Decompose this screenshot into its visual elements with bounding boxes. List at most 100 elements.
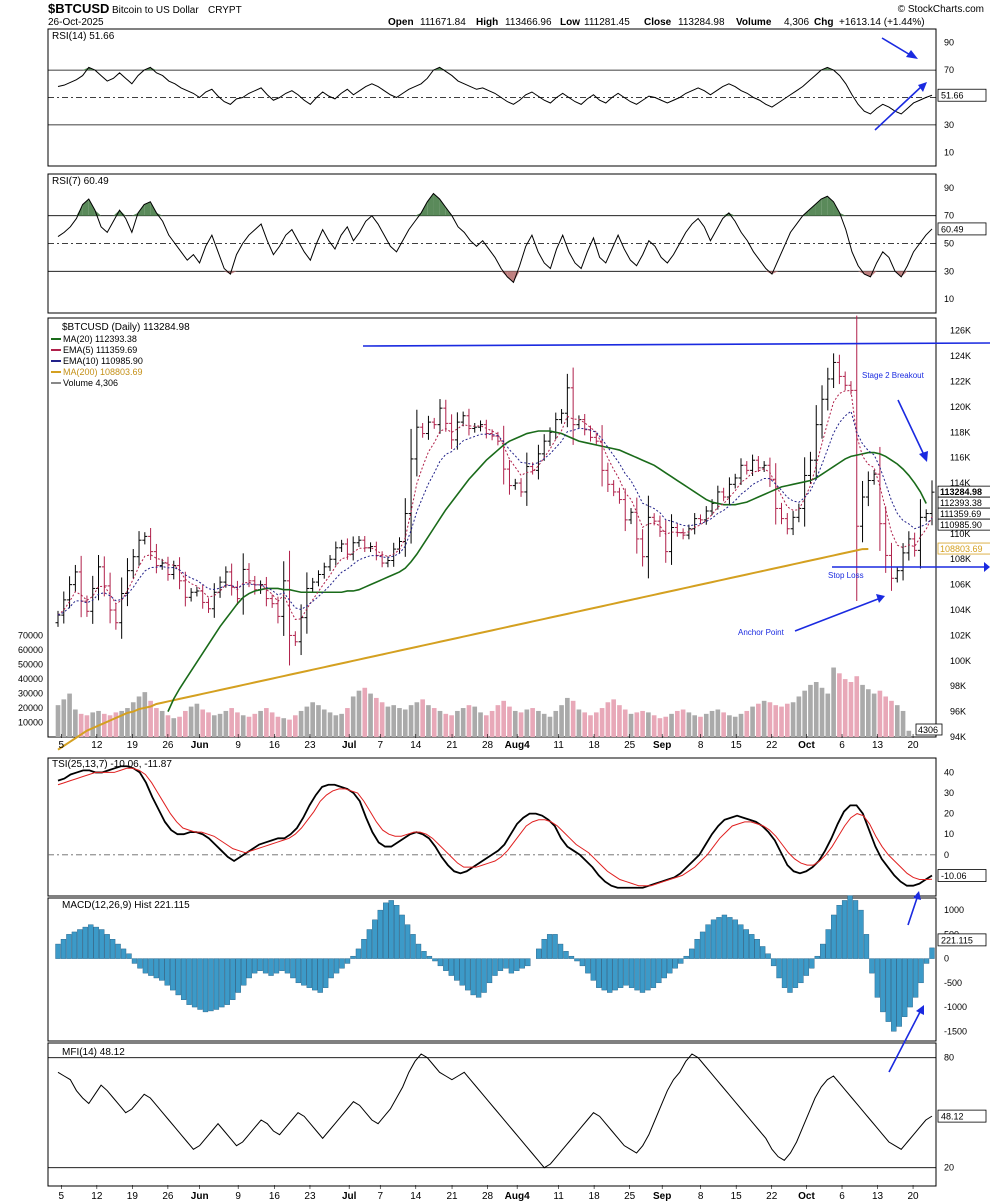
x-label: 13	[872, 740, 884, 751]
macd-hist-bar	[732, 919, 739, 959]
volume-tick: 70000	[18, 631, 43, 641]
macd-hist-bar	[847, 895, 853, 959]
rsi14-tick: 10	[944, 147, 954, 157]
legend-entry: MA(20) 112393.38	[63, 334, 137, 344]
volume-bar	[767, 702, 773, 737]
x-label: 19	[127, 740, 139, 751]
rsi7-tick: 90	[944, 183, 954, 193]
chart-header: $BTCUSD Bitcoin to US Dollar CRYPT 26-Oc…	[48, 1, 984, 28]
macd-hist-bar	[497, 958, 504, 971]
macd-hist-bar	[858, 909, 864, 959]
macd-hist-bar	[290, 958, 296, 979]
macd-hist-bar	[563, 951, 569, 959]
macd-hist-bar	[109, 939, 116, 959]
x-label: 25	[624, 1191, 636, 1202]
volume-bar	[773, 705, 779, 737]
macd-hist-bar	[880, 958, 886, 1013]
volume-bar	[813, 682, 819, 737]
macd-hist-bar	[448, 958, 454, 976]
volume-bar	[593, 712, 599, 737]
volume-bar	[686, 712, 692, 737]
volume-bar	[698, 716, 703, 737]
macd-hist-bar	[585, 958, 591, 974]
rsi7-oversold-fill	[507, 271, 514, 283]
volume-bar	[292, 715, 298, 737]
rsi7-overbought-fill	[76, 204, 83, 216]
macd-hist-bar	[836, 905, 842, 959]
volume-bar	[217, 713, 223, 737]
volume-bar	[460, 708, 466, 737]
macd-hist-bar	[137, 958, 143, 969]
volume-bar	[397, 708, 402, 737]
macd-hist-bar	[514, 958, 520, 971]
x-label: 9	[235, 1191, 241, 1202]
volume-bar	[183, 710, 188, 737]
rsi14-overbought-fill	[150, 67, 157, 71]
x-label: 12	[91, 740, 103, 751]
volume-bar	[709, 710, 715, 737]
x-label: 13	[872, 1191, 884, 1202]
volume-bar	[530, 708, 535, 737]
volume-bar	[570, 700, 576, 737]
x-label: 26	[162, 1191, 174, 1202]
volume-tick: 40000	[18, 674, 43, 684]
macd-hist-bar	[186, 958, 192, 1005]
rsi7-overbought-fill	[439, 199, 446, 216]
volume-bar	[130, 702, 136, 737]
macd-hist-bar	[536, 948, 542, 959]
mfi-label: MFI(14) 48.12	[62, 1047, 125, 1058]
volume-bar	[206, 712, 211, 737]
volume-bar	[362, 687, 368, 737]
macd-hist-bar	[787, 958, 793, 993]
macd-hist-bar	[126, 953, 132, 959]
macd-hist-bar	[678, 958, 684, 964]
macd-hist-bar	[650, 958, 657, 988]
volume-bar	[732, 716, 738, 737]
macd-hist-bar	[197, 958, 203, 1010]
volume-bar	[327, 712, 333, 737]
volume-bar	[900, 710, 906, 737]
macd-hist-bar	[596, 958, 602, 988]
macd-hist-bar	[312, 958, 318, 991]
macd-frame	[47, 897, 937, 1042]
macd-hist-bar	[617, 958, 624, 988]
volume-bar	[258, 710, 263, 737]
x-label: 7	[377, 740, 383, 751]
volume-bar	[154, 708, 159, 737]
macd-hist-bar	[776, 958, 782, 979]
macd-hist-bar	[705, 924, 711, 959]
macd-hist-bar	[350, 955, 356, 959]
macd-hist-bar	[672, 958, 678, 969]
rsi7-oversold-fill	[224, 271, 231, 275]
volume-bar	[588, 715, 593, 737]
macd-hist-bar	[55, 943, 61, 959]
macd-hist-bar	[279, 958, 285, 971]
tsi-tick: 40	[944, 767, 954, 777]
mfi-tick: 20	[944, 1163, 954, 1173]
macd-hist-bar	[792, 958, 799, 988]
ema10-line	[57, 410, 933, 616]
volume-bar	[148, 700, 153, 737]
rsi14-panel: RSI(14) 51.66907050301051.66	[47, 28, 987, 167]
chart-date: 26-Oct-2025	[48, 17, 104, 28]
macd-hist-bar	[683, 955, 689, 959]
volume-bar	[368, 693, 373, 737]
macd-hist-bar	[770, 958, 777, 967]
chg-label: Chg	[814, 17, 833, 28]
macd-hist-bar	[339, 958, 345, 969]
macd-hist-bar	[66, 934, 72, 959]
macd-hist-bar	[738, 924, 744, 959]
macd-hist-bar	[191, 958, 198, 1008]
macd-hist-bar	[470, 958, 476, 996]
macd-hist-bar	[891, 958, 897, 1032]
x-label: 16	[269, 1191, 281, 1202]
volume-bar	[455, 710, 460, 737]
macd-hist-bar	[809, 958, 815, 969]
volume-bar	[727, 715, 732, 737]
ema5-line	[57, 390, 933, 620]
macd-hist-bar	[246, 958, 252, 979]
price-tick: 116K	[950, 453, 970, 463]
volume-bar	[350, 696, 356, 737]
macd-hist-bar	[694, 939, 700, 959]
macd-hist-bar	[820, 943, 826, 959]
